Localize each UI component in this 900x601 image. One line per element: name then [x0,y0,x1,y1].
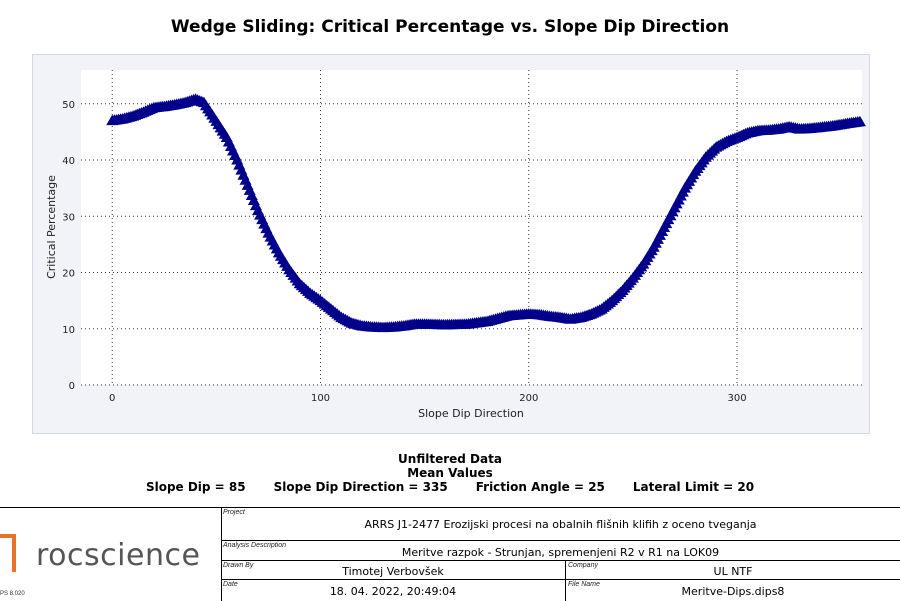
y-tick-label: 50 [62,100,75,111]
date-cell: Date 18. 04. 2022, 20:49:04 [221,580,566,601]
lateral-limit-stat: Lateral Limit = 20 [632,480,755,494]
project-value: ARRS J1-2477 Erozijski procesi na obalni… [364,518,757,531]
title-block: rocscience PS 8.020 Project ARRS J1-2477… [0,507,900,601]
x-tick-label: 0 [109,393,115,404]
slope-dip-direction-stat: Slope Dip Direction = 335 [273,480,448,494]
summary-line-2: Mean Values [407,466,493,480]
analysis-value: Meritve razpok - Strunjan, spremenjeni R… [401,546,720,559]
date-label: Date [223,581,238,588]
data-point [853,115,866,127]
project-cell: Project ARRS J1-2477 Erozijski procesi n… [221,508,900,541]
logo-text: rocscience [36,538,201,573]
y-tick-label: 20 [62,269,75,280]
x-axis-title: Slope Dip Direction [418,407,524,420]
logo-area: rocscience PS 8.020 [0,508,222,601]
file-name-label: File Name [568,581,600,588]
analysis-cell: Analysis Description Meritve razpok - St… [221,541,900,561]
y-axis-title: Critical Percentage [45,175,58,279]
rocscience-logo-icon [0,534,16,572]
summary-stats: Slope Dip = 85 Slope Dip Direction = 335 F… [0,480,900,494]
y-tick-label: 40 [62,156,75,167]
y-tick-label: 10 [62,325,75,336]
project-label: Project [223,509,245,516]
chart-title: Wedge Sliding: Critical Percentage vs. S… [170,17,730,37]
plot-area [81,70,862,385]
drawn-by-label: Drawn By [223,562,254,569]
friction-angle-stat: Friction Angle = 25 [475,480,605,494]
x-tick-label: 200 [519,393,538,404]
company-cell: Company UL NTF [566,561,900,580]
y-tick-label: 0 [69,381,75,392]
file-name-cell: File Name Meritve-Dips.dips8 [566,580,900,601]
file-name-value: Meritve-Dips.dips8 [681,585,785,598]
date-value: 18. 04. 2022, 20:49:04 [329,585,457,598]
plot-panel: 0 100 200 300 0 10 20 30 40 50 Critical Percentag… [32,54,870,434]
x-tick-label: 100 [311,393,330,404]
version-label: PS 8.020 [0,591,25,597]
drawn-by-cell: Drawn By Timotej Verbovšek [221,561,566,580]
analysis-label: Analysis Description [223,542,287,549]
drawn-by-value: Timotej Verbovšek [342,565,444,578]
company-label: Company [568,562,598,569]
x-tick-label: 300 [727,393,746,404]
summary-line-1: Unfiltered Data [398,452,502,466]
company-value: UL NTF [713,565,753,578]
y-tick-label: 30 [62,212,75,223]
chart-svg: 0 100 200 300 0 10 20 30 40 50 Critical Percentag… [45,70,866,420]
slope-dip-stat: Slope Dip = 85 [145,480,246,494]
